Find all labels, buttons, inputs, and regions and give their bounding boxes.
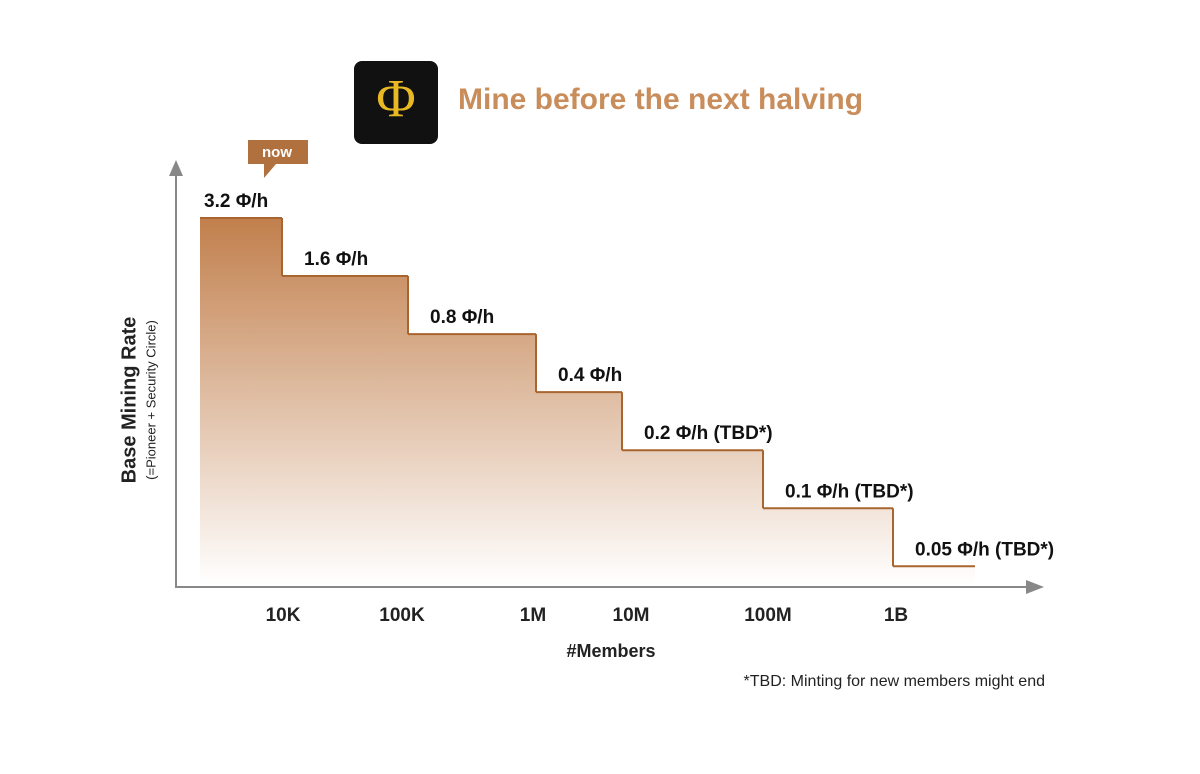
- footnote: *TBD: Minting for new members might end: [744, 673, 1045, 690]
- value-label: 1.6 Φ/h: [304, 249, 368, 270]
- x-arrow: [1026, 580, 1044, 594]
- now-bubble: [248, 140, 308, 178]
- x-axis-label: #Members: [566, 641, 655, 661]
- logo-box: [354, 61, 438, 144]
- y-axis-label: Base Mining Rate: [118, 317, 140, 484]
- value-label: 0.2 Φ/h (TBD*): [644, 423, 773, 444]
- chart-title: Mine before the next halving: [458, 83, 863, 116]
- x-tick-label: 100M: [744, 605, 792, 626]
- value-label: 0.4 Φ/h: [558, 365, 622, 386]
- area: [200, 218, 975, 585]
- value-label: 0.1 Φ/h (TBD*): [785, 481, 914, 502]
- value-label: 0.8 Φ/h: [430, 307, 494, 328]
- value-label: 3.2 Φ/h: [204, 191, 268, 212]
- y-arrow: [169, 160, 183, 176]
- now-label: now: [262, 144, 292, 161]
- x-tick-label: 100K: [379, 605, 425, 626]
- value-label: 0.05 Φ/h (TBD*): [915, 539, 1054, 560]
- x-tick-label: 1M: [520, 605, 546, 626]
- logo: Φ: [376, 68, 415, 128]
- x-tick-label: 1B: [884, 605, 908, 626]
- x-tick-label: 10K: [266, 605, 301, 626]
- x-tick-label: 10M: [613, 605, 650, 626]
- y-axis-sublabel: (=Pioneer + Security Circle): [143, 320, 158, 480]
- plot: 3.2 Φ/h 1.6 Φ/h 0.8 Φ/h 0.4 Φ/h 0.2 Φ/h (TBD…: [200, 191, 1054, 626]
